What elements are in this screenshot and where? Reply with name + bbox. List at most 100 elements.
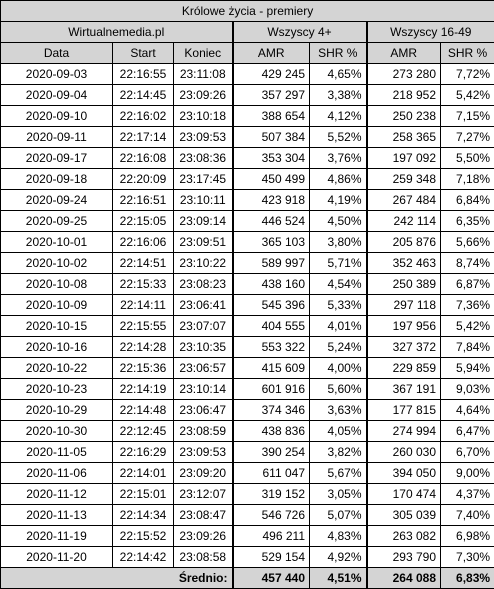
cell-data: 2020-11-20: [1, 547, 113, 568]
cell-amr-16-49: 229 859: [367, 358, 441, 379]
group-16-49-header: Wszyscy 16-49: [367, 22, 494, 43]
cell-amr-16-49: 352 463: [367, 253, 441, 274]
cell-koniec: 23:11:08: [174, 64, 233, 85]
cell-shr-all: 3,63%: [310, 400, 367, 421]
cell-amr-16-49: 218 952: [367, 85, 441, 106]
col-header-amr-all: AMR: [233, 43, 310, 64]
cell-shr-all: 4,05%: [310, 421, 367, 442]
cell-amr-16-49: 258 365: [367, 127, 441, 148]
cell-start: 22:12:45: [113, 421, 174, 442]
average-shr-16-49: 6,83%: [441, 568, 494, 589]
cell-start: 22:20:09: [113, 169, 174, 190]
cell-amr-all: 404 555: [233, 316, 310, 337]
cell-amr-16-49: 177 815: [367, 400, 441, 421]
cell-shr-16-49: 6,70%: [441, 442, 494, 463]
cell-shr-all: 3,82%: [310, 442, 367, 463]
cell-koniec: 23:09:26: [174, 526, 233, 547]
cell-data: 2020-09-17: [1, 148, 113, 169]
cell-shr-16-49: 4,64%: [441, 400, 494, 421]
source-label: Wirtualnemedia.pl: [1, 22, 233, 43]
cell-data: 2020-09-03: [1, 64, 113, 85]
cell-data: 2020-11-13: [1, 505, 113, 526]
cell-amr-16-49: 305 039: [367, 505, 441, 526]
cell-shr-all: 5,60%: [310, 379, 367, 400]
cell-shr-16-49: 6,87%: [441, 274, 494, 295]
cell-shr-all: 5,07%: [310, 505, 367, 526]
cell-amr-all: 507 384: [233, 127, 310, 148]
cell-shr-16-49: 6,84%: [441, 190, 494, 211]
cell-amr-16-49: 260 030: [367, 442, 441, 463]
cell-data: 2020-10-08: [1, 274, 113, 295]
cell-start: 22:14:28: [113, 337, 174, 358]
cell-shr-16-49: 7,30%: [441, 547, 494, 568]
cell-amr-16-49: 394 050: [367, 463, 441, 484]
cell-shr-16-49: 7,36%: [441, 295, 494, 316]
average-label: Średnio:: [1, 568, 233, 589]
col-header-start: Start: [113, 43, 174, 64]
cell-shr-16-49: 7,72%: [441, 64, 494, 85]
cell-amr-all: 553 322: [233, 337, 310, 358]
cell-koniec: 23:09:20: [174, 463, 233, 484]
cell-start: 22:16:51: [113, 190, 174, 211]
cell-data: 2020-09-11: [1, 127, 113, 148]
cell-amr-all: 446 524: [233, 211, 310, 232]
cell-start: 22:14:19: [113, 379, 174, 400]
cell-koniec: 23:10:14: [174, 379, 233, 400]
cell-shr-16-49: 6,35%: [441, 211, 494, 232]
cell-start: 22:17:14: [113, 127, 174, 148]
cell-start: 22:15:05: [113, 211, 174, 232]
cell-start: 22:14:48: [113, 400, 174, 421]
cell-koniec: 23:07:07: [174, 316, 233, 337]
cell-shr-all: 3,80%: [310, 232, 367, 253]
cell-koniec: 23:10:11: [174, 190, 233, 211]
cell-data: 2020-10-30: [1, 421, 113, 442]
cell-start: 22:14:45: [113, 85, 174, 106]
cell-koniec: 23:10:35: [174, 337, 233, 358]
cell-shr-16-49: 4,37%: [441, 484, 494, 505]
cell-amr-all: 438 160: [233, 274, 310, 295]
cell-amr-all: 365 103: [233, 232, 310, 253]
cell-koniec: 23:08:47: [174, 505, 233, 526]
cell-amr-16-49: 297 118: [367, 295, 441, 316]
cell-amr-all: 429 245: [233, 64, 310, 85]
cell-shr-all: 4,65%: [310, 64, 367, 85]
cell-shr-16-49: 5,66%: [441, 232, 494, 253]
cell-amr-all: 589 997: [233, 253, 310, 274]
cell-amr-all: 545 396: [233, 295, 310, 316]
cell-amr-all: 390 254: [233, 442, 310, 463]
cell-amr-all: 319 152: [233, 484, 310, 505]
cell-start: 22:16:55: [113, 64, 174, 85]
cell-shr-all: 4,50%: [310, 211, 367, 232]
cell-shr-all: 3,76%: [310, 148, 367, 169]
cell-shr-16-49: 7,15%: [441, 106, 494, 127]
cell-shr-16-49: 9,00%: [441, 463, 494, 484]
cell-amr-16-49: 242 114: [367, 211, 441, 232]
cell-shr-all: 4,86%: [310, 169, 367, 190]
cell-shr-all: 3,05%: [310, 484, 367, 505]
cell-koniec: 23:08:23: [174, 274, 233, 295]
cell-koniec: 23:09:51: [174, 232, 233, 253]
cell-start: 22:16:29: [113, 442, 174, 463]
cell-data: 2020-11-05: [1, 442, 113, 463]
cell-shr-all: 5,24%: [310, 337, 367, 358]
cell-koniec: 23:09:26: [174, 85, 233, 106]
cell-shr-all: 4,12%: [310, 106, 367, 127]
cell-koniec: 23:17:45: [174, 169, 233, 190]
cell-start: 22:15:33: [113, 274, 174, 295]
cell-shr-16-49: 6,98%: [441, 526, 494, 547]
